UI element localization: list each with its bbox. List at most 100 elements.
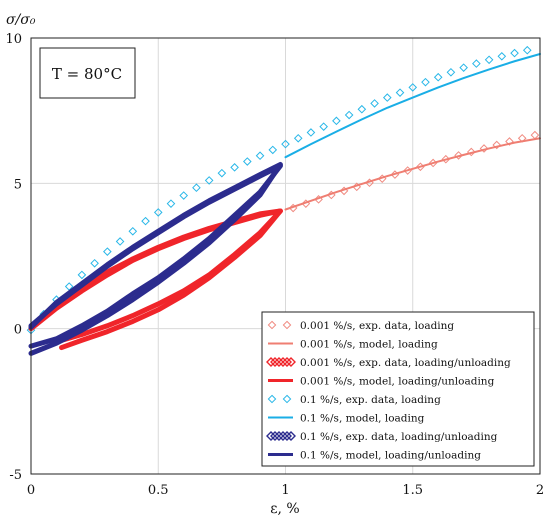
data-point — [90, 258, 99, 268]
data-point — [281, 139, 290, 149]
legend-item: 0.1 %/s, model, loading — [268, 413, 425, 425]
data-point — [103, 247, 112, 256]
data-point — [466, 147, 476, 157]
legend-swatch — [286, 431, 296, 441]
data-point — [166, 199, 176, 208]
data-point — [459, 63, 468, 72]
annotation-text: T = 80°C — [52, 65, 122, 83]
legend-swatch — [286, 357, 296, 367]
x-tick-labels: 0 0.5 1 1.5 2 — [27, 483, 544, 498]
y-tick-label: 0 — [14, 323, 22, 338]
data-point — [421, 77, 430, 87]
series-line — [284, 137, 541, 211]
y-tick-label: -5 — [9, 468, 22, 483]
x-axis-label: ε, % — [270, 501, 299, 517]
x-tick-label: 0.5 — [148, 483, 169, 498]
legend-swatch — [278, 431, 288, 441]
data-point — [454, 151, 463, 160]
x-tick-label: 2 — [536, 483, 544, 498]
annotation-box: T = 80°C — [39, 47, 136, 99]
series-line — [28, 208, 283, 351]
legend-label: 0.1 %/s, model, loading/unloading — [300, 450, 481, 462]
data-point — [492, 140, 502, 150]
data-point — [472, 59, 481, 68]
legend-label: 0.001 %/s, model, loading — [300, 339, 438, 351]
legend-swatch — [270, 357, 280, 367]
data-point — [433, 72, 443, 82]
series-1 — [284, 137, 541, 211]
legend-swatch — [267, 320, 277, 330]
data-point — [395, 88, 405, 97]
series-line — [284, 52, 541, 159]
data-point — [243, 157, 252, 166]
data-point — [530, 130, 540, 140]
y-tick-label: 10 — [5, 32, 22, 47]
series-line — [28, 163, 283, 349]
legend-swatch — [282, 357, 292, 367]
legend-label: 0.001 %/s, model, loading/unloading — [300, 376, 495, 388]
legend-swatch — [278, 357, 288, 367]
data-point — [332, 116, 341, 126]
data-point — [408, 83, 418, 92]
legend-label: 0.1 %/s, exp. data, loading/unloading — [300, 431, 498, 443]
data-point — [141, 216, 150, 226]
series-0 — [288, 130, 540, 213]
data-point — [357, 104, 367, 114]
data-point — [522, 45, 532, 55]
legend-label: 0.001 %/s, exp. data, loading/unloading — [300, 357, 511, 369]
series-7 — [28, 161, 283, 356]
plot-area — [26, 45, 541, 356]
data-point — [319, 122, 328, 131]
legend-swatch — [266, 431, 276, 441]
series-line — [28, 161, 283, 356]
x-tick-label: 1 — [281, 483, 289, 498]
data-point — [497, 52, 507, 61]
data-point — [153, 208, 163, 217]
series-6 — [28, 163, 283, 349]
legend-item: 0.1 %/s, model, loading/unloading — [268, 450, 481, 462]
legend-swatch — [282, 320, 292, 330]
legend-swatch — [267, 394, 277, 404]
y-tick-label: 5 — [14, 177, 22, 192]
data-point — [204, 176, 214, 185]
legend: 0.001 %/s, exp. data, loading 0.001 %/s, … — [261, 311, 535, 467]
legend-item: 0.001 %/s, exp. data, loading/unloading — [266, 357, 511, 369]
legend-item: 0.001 %/s, exp. data, loading — [267, 320, 454, 332]
legend-item: 0.001 %/s, model, loading — [268, 339, 438, 351]
legend-swatch — [282, 394, 292, 404]
x-tick-label: 0 — [27, 483, 35, 498]
legend-item: 0.001 %/s, model, loading/unloading — [268, 376, 495, 388]
data-point — [479, 144, 489, 153]
data-point — [179, 191, 189, 200]
x-tick-label: 1.5 — [402, 483, 423, 498]
y-tick-labels: 10 5 0 -5 — [5, 32, 22, 483]
data-point — [510, 48, 519, 58]
legend-label: 0.1 %/s, model, loading — [300, 413, 425, 425]
data-point — [77, 270, 87, 280]
data-point — [370, 99, 379, 108]
data-point — [115, 237, 125, 246]
legend-item: 0.1 %/s, exp. data, loading/unloading — [266, 431, 498, 443]
data-point — [268, 145, 278, 155]
legend-swatch — [274, 431, 284, 441]
data-point — [217, 168, 227, 178]
legend-item: 0.1 %/s, exp. data, loading — [267, 394, 441, 406]
data-point — [382, 93, 392, 102]
legend-swatch — [274, 357, 284, 367]
data-point — [255, 151, 265, 161]
legend-label: 0.1 %/s, exp. data, loading — [300, 394, 441, 406]
data-point — [306, 128, 316, 137]
plot-frame — [30, 37, 541, 475]
series-3 — [28, 208, 283, 351]
legend-swatch — [270, 431, 280, 441]
data-point — [192, 183, 201, 193]
data-point — [484, 55, 494, 65]
data-point — [230, 163, 239, 172]
y-axis-label: σ/σ₀ — [6, 12, 36, 28]
data-point — [505, 137, 514, 146]
data-point — [128, 226, 138, 236]
legend-swatch — [266, 357, 276, 367]
legend-swatch — [282, 431, 292, 441]
data-point — [293, 133, 303, 143]
data-point — [344, 110, 354, 120]
